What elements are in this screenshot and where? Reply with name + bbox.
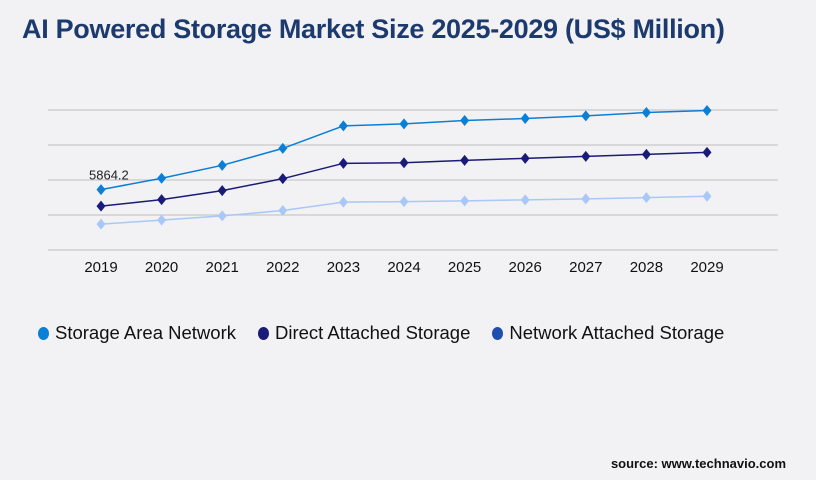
legend-label: Network Attached Storage <box>509 322 725 343</box>
data-point <box>460 154 470 166</box>
x-tick-label: 2024 <box>387 259 420 276</box>
legend-label: Direct Attached Storage <box>274 322 471 343</box>
x-tick-label: 2026 <box>509 259 542 276</box>
legend-item-network-attached-storage[interactable]: Network Attached Storage <box>492 322 724 344</box>
data-point <box>96 184 106 196</box>
data-point <box>702 146 712 158</box>
data-point <box>641 148 651 160</box>
legend-label: Storage Area Network <box>55 322 236 343</box>
source-text: source: www.technavio.com <box>610 456 786 471</box>
data-point <box>460 115 470 126</box>
data-point <box>520 194 530 206</box>
data-point <box>702 190 712 202</box>
x-tick-label: 2028 <box>630 259 663 276</box>
data-point <box>278 205 288 217</box>
data-point <box>217 210 227 222</box>
data-point <box>460 195 470 207</box>
data-point <box>278 142 288 154</box>
chart-title: AI Powered Storage Market Size 2025-2029… <box>22 14 725 44</box>
data-point <box>399 118 409 130</box>
data-point <box>338 157 348 169</box>
x-tick-label: 2027 <box>569 259 602 276</box>
data-point <box>399 157 409 169</box>
data-point <box>217 159 227 171</box>
data-point <box>641 192 651 204</box>
x-tick-label: 2029 <box>690 259 723 276</box>
data-point <box>157 172 167 184</box>
data-point <box>96 200 106 212</box>
x-tick-label: 2019 <box>84 259 117 276</box>
data-point <box>217 185 227 197</box>
data-point <box>157 214 167 226</box>
legend-marker-icon <box>492 326 504 340</box>
data-point <box>581 110 591 122</box>
data-point <box>278 173 288 185</box>
data-point <box>338 120 348 132</box>
x-tick-label: 2021 <box>206 259 239 276</box>
data-point <box>520 113 530 125</box>
data-point <box>338 196 348 208</box>
data-label: 5864.2 <box>89 168 129 183</box>
x-tick-label: 2020 <box>145 259 178 276</box>
x-tick-label: 2022 <box>266 259 299 276</box>
x-tick-label: 2025 <box>448 259 481 276</box>
legend-item-storage-area-network[interactable]: Storage Area Network <box>38 322 236 344</box>
legend-marker-icon <box>257 326 269 340</box>
x-tick-label: 2023 <box>327 259 360 276</box>
legend-marker-icon <box>38 326 49 340</box>
data-point <box>96 218 106 230</box>
data-point <box>702 105 712 117</box>
data-point <box>581 193 591 205</box>
legend: Storage Area Network Direct Attached Sto… <box>38 322 724 344</box>
data-point <box>399 196 409 208</box>
legend-item-direct-attached-storage[interactable]: Direct Attached Storage <box>257 322 471 344</box>
data-point <box>157 194 167 206</box>
data-point <box>641 107 651 119</box>
data-point <box>581 150 591 162</box>
data-point <box>520 152 530 164</box>
